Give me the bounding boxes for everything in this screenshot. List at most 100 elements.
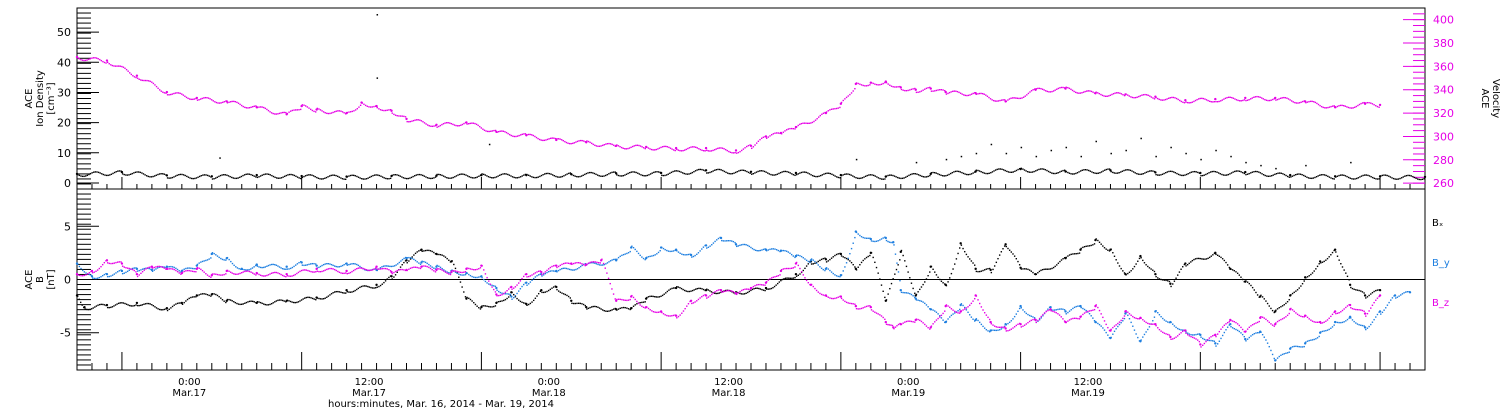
data-point (322, 178, 324, 180)
data-point (850, 174, 852, 176)
data-point (746, 170, 748, 173)
data-point (800, 122, 803, 125)
data-point (1098, 323, 1101, 326)
data-point (212, 100, 214, 102)
data-point (807, 260, 809, 263)
data-point (874, 261, 876, 264)
data-point (723, 148, 725, 150)
data-point (1410, 175, 1412, 177)
data-point (449, 177, 451, 179)
data-point (658, 147, 661, 149)
data-point (1224, 174, 1226, 176)
data-point (280, 273, 282, 276)
data-point (561, 268, 563, 270)
data-point (625, 148, 628, 150)
data-point (480, 173, 483, 177)
data-point (409, 267, 412, 269)
data-point (305, 296, 308, 299)
data-point (1378, 103, 1382, 107)
data-point (1363, 102, 1367, 105)
data-point (210, 257, 212, 259)
data-point (661, 174, 663, 177)
data-point (524, 133, 527, 135)
data-point (957, 252, 959, 255)
data-point (1030, 270, 1032, 272)
data-point (621, 307, 623, 309)
data-point (418, 173, 421, 176)
data-point (1204, 258, 1206, 260)
data-point (1132, 325, 1134, 327)
data-point (637, 252, 640, 255)
data-point (489, 306, 492, 308)
data-point (430, 177, 432, 180)
data-point (1307, 177, 1310, 179)
data-point (1251, 286, 1254, 289)
data-point (1062, 169, 1064, 172)
data-point (107, 174, 109, 177)
data-point (427, 124, 429, 126)
data-point (1326, 257, 1329, 260)
data-point (613, 308, 615, 310)
x-tick-date: Mar.18 (712, 388, 746, 399)
data-point (505, 131, 508, 134)
data-point (676, 286, 678, 288)
data-point (1218, 340, 1221, 342)
data-point (474, 176, 477, 179)
data-point (1281, 353, 1284, 356)
data-point (697, 298, 700, 301)
data-point (1350, 107, 1353, 109)
data-point (1056, 88, 1058, 90)
data-point (790, 253, 793, 256)
data-point (535, 136, 538, 139)
data-point (762, 136, 765, 138)
data-point (914, 318, 917, 322)
data-point (1261, 97, 1263, 99)
data-point (1315, 338, 1317, 340)
data-point (237, 102, 240, 104)
data-point (1133, 265, 1136, 268)
data-point (872, 174, 875, 177)
data-point (468, 297, 470, 300)
data-point (1137, 260, 1139, 262)
data-point (748, 290, 751, 293)
data-point (992, 329, 994, 331)
data-point (253, 175, 255, 177)
data-point (1080, 247, 1082, 250)
data-point (1007, 322, 1009, 325)
data-point (593, 172, 596, 175)
data-point (196, 266, 199, 269)
data-point (974, 267, 977, 271)
data-point (1000, 251, 1003, 253)
data-point (1344, 105, 1346, 107)
y-axis-title: ACE Ion Density [cm⁻³] (24, 70, 57, 127)
data-point (627, 172, 629, 175)
data-point (1165, 279, 1167, 282)
data-point (333, 291, 336, 293)
data-point (672, 149, 675, 151)
data-point (175, 269, 177, 272)
data-point (664, 248, 666, 251)
data-point (704, 288, 708, 292)
data-point (1186, 263, 1189, 266)
data-point (769, 248, 771, 251)
data-point (366, 105, 368, 107)
data-point (899, 259, 901, 261)
data-point (188, 297, 190, 300)
data-point (677, 286, 680, 288)
data-point (1343, 321, 1345, 323)
data-point (1256, 294, 1259, 296)
data-point (86, 59, 88, 61)
data-point (1210, 339, 1212, 342)
data-point (229, 299, 232, 301)
data-point (837, 253, 839, 255)
data-point (880, 178, 883, 180)
data-point (837, 176, 840, 179)
data-point (1094, 92, 1097, 95)
data-point (800, 255, 803, 258)
data-point (1124, 169, 1127, 171)
data-point (809, 259, 813, 262)
data-point (301, 176, 304, 179)
data-point (83, 59, 85, 62)
data-point (519, 300, 522, 303)
data-point (595, 305, 598, 308)
